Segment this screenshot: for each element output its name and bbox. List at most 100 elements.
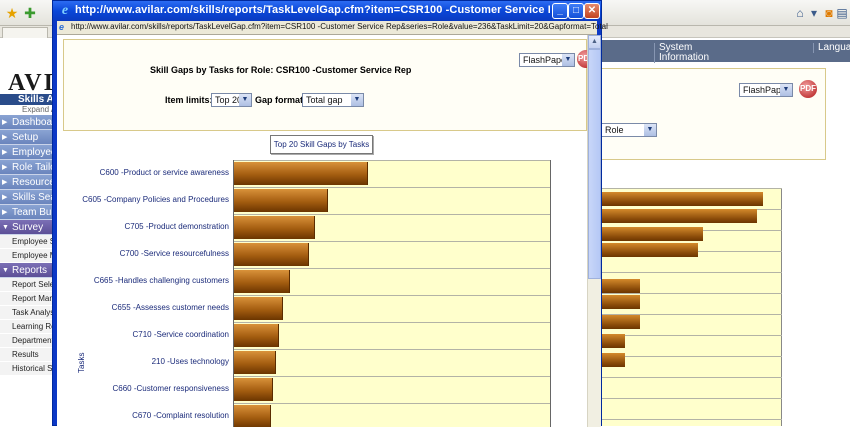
grid-line <box>234 214 550 215</box>
sidebar-item-team-builder[interactable]: Team Build <box>0 205 55 220</box>
scroll-thumb[interactable] <box>588 49 601 279</box>
category-label: C605 -Company Policies and Procedures <box>82 195 229 204</box>
address-bar[interactable]: e http://www.avilar.com/skills/reports/T… <box>57 21 608 35</box>
scroll-up-icon[interactable]: ▲ <box>588 35 601 49</box>
chart-bar[interactable] <box>234 189 328 212</box>
background-tab[interactable] <box>2 27 48 38</box>
sidebar-subitem-report-selection[interactable]: Report Select <box>0 278 55 292</box>
background-chart-bar <box>600 295 640 309</box>
feeds-icon[interactable]: ◙ <box>825 6 833 20</box>
background-navbar: System Information Language <box>600 40 850 63</box>
favorites-star-icon[interactable]: ★ <box>5 5 19 21</box>
grid-line <box>234 160 550 161</box>
background-options-panel: FlashPaper ▼ PDF Role ▼ <box>600 68 826 160</box>
print-icon[interactable]: ▤ <box>836 6 848 20</box>
chevron-down-icon: ▼ <box>239 94 251 106</box>
chart-bar[interactable] <box>234 405 271 427</box>
item-limits-label: Item limits: <box>165 95 213 105</box>
home-dropdown-icon[interactable]: ▾ <box>810 6 818 20</box>
background-pdf-icon[interactable]: PDF <box>799 80 817 98</box>
gap-format-value: Total gap <box>306 95 343 105</box>
chart-bar[interactable] <box>234 162 368 185</box>
sidebar-item-role-tailor[interactable]: Role Tailor <box>0 160 55 175</box>
background-chart-bar <box>600 192 763 206</box>
chevron-down-icon: ▼ <box>351 94 363 106</box>
sidebar-subitem-task-analysis[interactable]: Task Analysis <box>0 306 55 320</box>
chart-bar[interactable] <box>234 297 283 320</box>
gap-format-select[interactable]: Total gap ▼ <box>302 93 364 107</box>
background-grid-line <box>600 335 782 336</box>
popup-content: Skill Gaps by Tasks for Role: CSR100 -Cu… <box>57 35 587 427</box>
background-sidebar: Dashboard Setup Employees Role Tailor Re… <box>0 115 55 376</box>
sidebar-subitem-employee-manager[interactable]: Employee Ma <box>0 249 55 263</box>
chart-plot-area <box>233 160 551 427</box>
sidebar-item-dashboard[interactable]: Dashboard <box>0 115 55 130</box>
background-grid-line <box>600 419 782 420</box>
chart-bar[interactable] <box>234 351 276 374</box>
category-label: C710 -Service coordination <box>132 330 230 339</box>
close-button[interactable]: ✕ <box>584 3 600 19</box>
pdf-export-icon[interactable]: PDF <box>577 50 587 68</box>
popup-window: e http://www.avilar.com/skills/reports/T… <box>52 0 608 427</box>
background-grid-line <box>600 377 782 378</box>
home-icon[interactable]: ⌂ <box>796 6 804 20</box>
chart-bar[interactable] <box>234 216 315 239</box>
sidebar-item-employees[interactable]: Employees <box>0 145 55 160</box>
sidebar-item-reports[interactable]: Reports <box>0 263 55 278</box>
background-grid-line <box>600 356 782 357</box>
add-favorite-icon[interactable]: ✚ <box>24 5 36 21</box>
background-grid-line <box>600 188 782 189</box>
address-text[interactable]: http://www.avilar.com/skills/reports/Tas… <box>71 22 608 31</box>
background-series-select[interactable]: Role ▼ <box>601 123 657 137</box>
format-select[interactable]: FlashPaper ▼ <box>519 53 575 67</box>
report-options-panel: Skill Gaps by Tasks for Role: CSR100 -Cu… <box>63 39 587 131</box>
background-chart-bar <box>600 227 703 241</box>
category-label: C670 -Complaint resolution <box>132 411 229 420</box>
company-logo: AVI <box>8 70 55 96</box>
sidebar-item-resource[interactable]: Resource P <box>0 175 55 190</box>
sidebar-subitem-employee-self[interactable]: Employee Se <box>0 235 55 249</box>
background-format-select[interactable]: FlashPaper ▼ <box>739 83 793 97</box>
sidebar-subitem-departmental[interactable]: Departmenta <box>0 334 55 348</box>
sidebar-item-skills-search[interactable]: Skills Searc <box>0 190 55 205</box>
category-label: 210 -Uses technology <box>151 357 229 366</box>
item-limits-value: Top 20 <box>215 95 243 105</box>
popup-titlebar[interactable]: e http://www.avilar.com/skills/reports/T… <box>53 1 601 21</box>
category-label: C655 -Assesses customer needs <box>111 303 229 312</box>
background-series-value: Role <box>605 125 624 135</box>
chart-bar[interactable] <box>234 270 290 293</box>
chart-bar[interactable] <box>234 378 273 401</box>
category-label: C705 -Product demonstration <box>124 222 230 231</box>
background-chart-bar <box>600 209 757 223</box>
grid-line <box>234 295 550 296</box>
chart-bar[interactable] <box>234 243 309 266</box>
category-label: C660 -Customer responsiveness <box>112 384 230 393</box>
chart-bar[interactable] <box>234 324 279 347</box>
grid-line <box>234 187 550 188</box>
item-limits-select[interactable]: Top 20 ▼ <box>211 93 252 107</box>
category-label: C700 -Service resourcefulness <box>119 249 229 258</box>
nav-language[interactable]: Language <box>813 43 850 53</box>
background-chart <box>600 188 782 426</box>
page-icon: e <box>59 22 65 32</box>
nav-system-information[interactable]: System Information <box>654 43 714 63</box>
background-format-value: FlashPaper <box>743 85 790 95</box>
popup-title: http://www.avilar.com/skills/reports/Tas… <box>75 4 550 16</box>
grid-line <box>234 349 550 350</box>
sidebar-item-survey[interactable]: Survey <box>0 220 55 235</box>
sidebar-subitem-results[interactable]: Results <box>0 348 55 362</box>
background-grid-line <box>600 314 782 315</box>
chevron-down-icon: ▼ <box>780 84 792 96</box>
chart-title[interactable]: Top 20 Skill Gaps by Tasks <box>270 135 373 154</box>
maximize-button[interactable]: □ <box>568 3 584 19</box>
grid-line <box>234 322 550 323</box>
minimize-button[interactable]: _ <box>552 3 568 19</box>
sidebar-subitem-learning-resources[interactable]: Learning Res <box>0 320 55 334</box>
sidebar-subitem-historical-skills[interactable]: Historical Ski <box>0 362 55 376</box>
sidebar-item-setup[interactable]: Setup <box>0 130 55 145</box>
vertical-scrollbar[interactable]: ▲ <box>587 35 601 427</box>
sidebar-subitem-report-manager[interactable]: Report Manag <box>0 292 55 306</box>
expand-all-link[interactable]: Expand A <box>22 105 55 114</box>
internet-explorer-icon: e <box>61 3 69 18</box>
background-chart-bar <box>600 315 640 329</box>
